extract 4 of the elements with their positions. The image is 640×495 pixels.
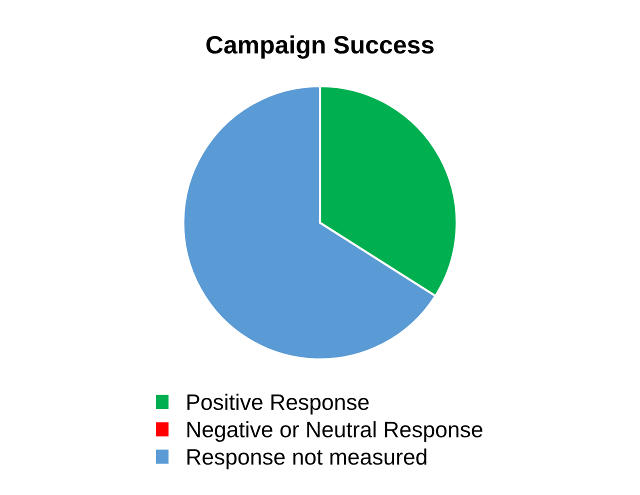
- legend-label: Positive Response: [187, 394, 369, 414]
- chart-title: Campaign Success: [206, 35, 434, 59]
- legend-label: Response not measured: [187, 448, 426, 470]
- legend-label: Negative or Neutral Response: [187, 421, 482, 442]
